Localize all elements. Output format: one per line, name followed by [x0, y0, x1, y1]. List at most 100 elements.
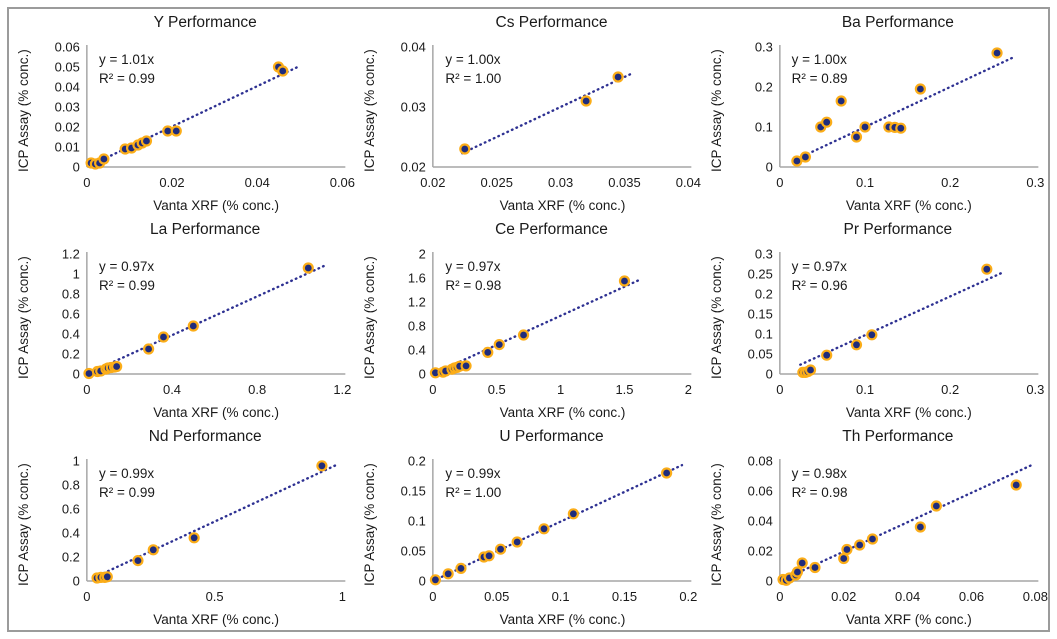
trendline-annotation: y = 1.00x R² = 1.00: [445, 51, 501, 89]
x-axis-label: Vanta XRF (% conc.): [499, 198, 626, 213]
svg-text:0: 0: [765, 573, 772, 588]
r-squared-value: R² = 0.89: [791, 70, 848, 86]
svg-text:0: 0: [83, 382, 90, 397]
svg-text:0.04: 0.04: [895, 589, 920, 604]
r-squared-value: R² = 0.96: [791, 277, 848, 293]
chart-title: Nd Performance: [148, 428, 262, 445]
chart-title: Y Performance: [153, 14, 257, 31]
chart-la-performance: 0 0.2 0.4 0.6 0.8 1 1.2 0 0.4 0.8 1.2 La Performan…: [9, 216, 355, 423]
svg-text:0.1: 0.1: [856, 382, 874, 397]
svg-text:0.3: 0.3: [755, 39, 773, 54]
y-axis-label: ICP Assay (% conc.): [362, 463, 378, 587]
svg-text:0.03: 0.03: [55, 99, 80, 114]
svg-text:2: 2: [685, 382, 692, 397]
svg-text:0.4: 0.4: [408, 342, 426, 357]
svg-text:0.2: 0.2: [62, 346, 80, 361]
svg-text:0: 0: [776, 175, 783, 190]
svg-text:0: 0: [430, 589, 437, 604]
svg-text:0.15: 0.15: [401, 483, 426, 498]
svg-text:0.06: 0.06: [747, 483, 772, 498]
svg-text:2: 2: [419, 246, 426, 261]
svg-text:0: 0: [419, 366, 426, 381]
chart-ba-performance: 0 0.1 0.2 0.3 0 0.1 0.2 0.3 Ba Performance ICP …: [702, 9, 1048, 216]
y-axis-label: ICP Assay (% conc.): [362, 49, 378, 173]
svg-text:1.2: 1.2: [62, 246, 80, 261]
r-squared-value: R² = 0.98: [791, 484, 848, 500]
chart-nd-performance: 0 0.2 0.4 0.6 0.8 1 0 0.5 1 Nd Performance ICP A…: [9, 423, 355, 630]
svg-text:0.15: 0.15: [747, 306, 772, 321]
trendline-equation: y = 0.99x: [445, 466, 501, 481]
svg-text:0.04: 0.04: [55, 79, 80, 94]
trendline-equation: y = 1.01x: [99, 52, 155, 67]
svg-text:0.08: 0.08: [1022, 589, 1047, 604]
svg-text:0.25: 0.25: [747, 266, 772, 281]
svg-text:0.8: 0.8: [408, 318, 426, 333]
chart-title: Cs Performance: [495, 14, 608, 31]
svg-text:0.05: 0.05: [747, 346, 772, 361]
trendline-equation: y = 1.00x: [791, 52, 847, 67]
plot-area: 0 0.05 0.1 0.15 0.2 0.25 0.3 0 0.1 0.2 0.3: [747, 246, 1044, 397]
svg-text:0: 0: [765, 159, 772, 174]
trendline-annotation: y = 0.98x R² = 0.98: [792, 465, 848, 503]
plot-area: 0.02 0.03 0.04 0.02 0.025 0.03 0.035 0.04: [401, 39, 701, 190]
plot-area: 0 0.1 0.2 0.3 0 0.1 0.2 0.3: [755, 39, 1045, 190]
y-axis-label: ICP Assay (% conc.): [708, 256, 724, 380]
chart-title: Ba Performance: [841, 14, 954, 31]
svg-text:0.025: 0.025: [481, 175, 513, 190]
y-axis-label: ICP Assay (% conc.): [16, 49, 31, 173]
svg-text:0.6: 0.6: [62, 501, 80, 516]
svg-text:0.03: 0.03: [548, 175, 573, 190]
svg-text:0.1: 0.1: [755, 326, 773, 341]
x-axis-label: Vanta XRF (% conc.): [153, 198, 280, 213]
plot-area: 0 0.02 0.04 0.06 0.08 0 0.02 0.04 0.06 0.08: [747, 453, 1047, 604]
svg-text:0.3: 0.3: [1026, 382, 1044, 397]
trendline-equation: y = 0.97x: [99, 259, 155, 274]
r-squared-value: R² = 0.99: [99, 70, 155, 86]
x-axis-label: Vanta XRF (% conc.): [153, 612, 280, 627]
svg-text:0.8: 0.8: [62, 477, 80, 492]
svg-text:0.2: 0.2: [941, 175, 959, 190]
svg-text:0: 0: [430, 382, 437, 397]
x-axis-label: Vanta XRF (% conc.): [153, 405, 280, 420]
svg-text:0: 0: [776, 382, 783, 397]
svg-text:1.5: 1.5: [616, 382, 634, 397]
y-axis-label: ICP Assay (% conc.): [708, 463, 724, 587]
trendline-equation: y = 0.98x: [791, 466, 847, 481]
svg-text:0.2: 0.2: [408, 453, 426, 468]
plot-area: 0 0.4 0.8 1.2 1.6 2 0 0.5 1 1.5 2: [408, 246, 692, 397]
trendline-equation: y = 0.99x: [99, 466, 155, 481]
svg-text:0: 0: [73, 573, 80, 588]
y-axis-label: ICP Assay (% conc.): [362, 256, 378, 380]
svg-text:0.3: 0.3: [1026, 175, 1044, 190]
chart-th-performance: 0 0.02 0.04 0.06 0.08 0 0.02 0.04 0.06 0.08 Th Pe…: [702, 423, 1048, 630]
chart-u-performance: 0 0.05 0.1 0.15 0.2 0 0.05 0.1 0.15 0.2 U Perform…: [355, 423, 701, 630]
svg-text:1.6: 1.6: [408, 270, 426, 285]
chart-y-performance: 0 0.01 0.02 0.03 0.04 0.05 0.06 0 0.02 0.04 0.06 Y…: [9, 9, 355, 216]
svg-text:0.4: 0.4: [163, 382, 181, 397]
svg-text:1.2: 1.2: [333, 382, 351, 397]
trendline-annotation: y = 0.97x R² = 0.99: [99, 258, 155, 296]
chart-title: Pr Performance: [843, 221, 953, 238]
trendline-annotation: y = 1.00x R² = 0.89: [792, 51, 848, 89]
svg-text:1: 1: [73, 453, 80, 468]
svg-text:0.04: 0.04: [401, 39, 426, 54]
x-axis-label: Vanta XRF (% conc.): [499, 405, 626, 420]
svg-text:0.02: 0.02: [747, 543, 772, 558]
svg-text:0.06: 0.06: [55, 39, 80, 54]
svg-text:0.2: 0.2: [680, 589, 698, 604]
svg-text:0.1: 0.1: [856, 175, 874, 190]
svg-text:1: 1: [73, 266, 80, 281]
svg-text:0.02: 0.02: [831, 589, 856, 604]
chart-ce-performance: 0 0.4 0.8 1.2 1.6 2 0 0.5 1 1.5 2 Ce Performance I…: [355, 216, 701, 423]
svg-text:0.02: 0.02: [401, 159, 426, 174]
svg-text:0.2: 0.2: [941, 382, 959, 397]
trendline-equation: y = 0.97x: [791, 259, 847, 274]
svg-text:0.02: 0.02: [421, 175, 446, 190]
svg-text:0: 0: [776, 589, 783, 604]
svg-text:0: 0: [83, 175, 90, 190]
r-squared-value: R² = 1.00: [445, 484, 502, 500]
svg-text:0.5: 0.5: [206, 589, 224, 604]
svg-text:0.05: 0.05: [484, 589, 509, 604]
svg-text:0.08: 0.08: [747, 453, 772, 468]
figure-border: 0 0.01 0.02 0.03 0.04 0.05 0.06 0 0.02 0.04 0.06 Y…: [7, 7, 1050, 632]
